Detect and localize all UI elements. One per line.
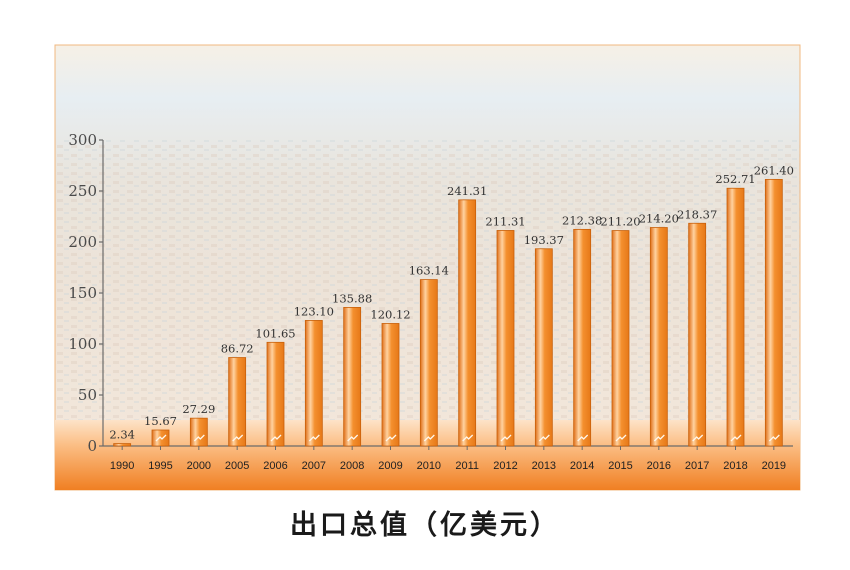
bar-decoration (462, 434, 474, 442)
bar-2011 (458, 199, 477, 447)
y-ticks: 0 50 100 150 200 250 300 (68, 131, 103, 455)
y-tick-label: 300 (68, 131, 97, 149)
value-label-2007: 123.10 (294, 304, 334, 318)
bar-decoration (423, 434, 435, 442)
bar-2005 (228, 357, 247, 447)
x-tick-label-2019: 2019 (762, 460, 786, 472)
value-label-1990: 2.34 (109, 428, 135, 442)
bar-decoration (577, 434, 589, 442)
bar-decoration (500, 434, 512, 442)
bar-decoration (155, 434, 167, 442)
value-label-2006: 101.65 (255, 326, 295, 340)
y-tick-label: 100 (68, 335, 97, 353)
x-tick-label-2000: 2000 (187, 460, 211, 472)
y-tick-label: 200 (68, 233, 97, 251)
value-label-2018: 252.71 (715, 172, 755, 186)
x-tick-label-2018: 2018 (723, 460, 747, 472)
value-label-2014: 212.38 (562, 213, 602, 227)
x-tick-label-2011: 2011 (455, 460, 479, 472)
value-label-2017: 218.37 (677, 207, 717, 221)
x-tick-label-2012: 2012 (493, 460, 517, 472)
x-tick-label-1990: 1990 (110, 460, 134, 472)
x-tick-label-2009: 2009 (378, 460, 402, 472)
bar-decoration (768, 434, 780, 442)
bar-2014 (573, 228, 592, 447)
bar-decoration (193, 434, 205, 442)
y-tick-label: 150 (68, 284, 97, 302)
value-label-2010: 163.14 (409, 264, 449, 278)
x-tick-label-2010: 2010 (417, 460, 441, 472)
bar-2018 (726, 187, 745, 447)
bar-decoration (653, 434, 665, 442)
x-tick-label-2016: 2016 (647, 460, 671, 472)
chart-title: 出口总值（亿美元） (290, 510, 560, 541)
bar-2017 (688, 222, 707, 447)
x-tick-label-2013: 2013 (532, 460, 556, 472)
bar-decoration (270, 434, 282, 442)
bar-1990 (113, 443, 132, 447)
x-tick-label-2007: 2007 (302, 460, 326, 472)
bar-2009 (381, 323, 400, 447)
x-tick-label-2005: 2005 (225, 460, 249, 472)
value-label-2015: 211.20 (600, 215, 640, 229)
bar-decoration (232, 434, 244, 442)
value-label-2011: 241.31 (447, 184, 487, 198)
bar-decoration (692, 434, 704, 442)
x-tick-label-2014: 2014 (570, 460, 594, 472)
bar-2012 (496, 230, 515, 447)
bar-2013 (534, 248, 553, 447)
bar-decoration (347, 434, 359, 442)
bar-2010 (419, 279, 438, 447)
value-label-2008: 135.88 (332, 291, 372, 305)
bar-decoration (615, 434, 627, 442)
bar-decoration (730, 434, 742, 442)
bar-2016 (649, 227, 668, 447)
value-label-2005: 86.72 (221, 342, 254, 356)
y-tick-label: 250 (68, 182, 97, 200)
x-tick-label-2008: 2008 (340, 460, 364, 472)
bars (113, 178, 783, 447)
x-tick-label-2017: 2017 (685, 460, 709, 472)
bar-2006 (266, 341, 285, 447)
value-label-2013: 193.37 (524, 233, 564, 247)
x-tick-label-1995: 1995 (148, 460, 172, 472)
value-label-2012: 211.31 (485, 214, 525, 228)
value-label-2019: 261.40 (754, 163, 794, 177)
bar-2019 (764, 178, 783, 447)
bar-2007 (304, 320, 323, 447)
value-label-2009: 120.12 (370, 307, 410, 321)
y-tick-label: 50 (78, 386, 97, 404)
x-tick-label-2015: 2015 (608, 460, 632, 472)
bar-decoration (538, 434, 550, 442)
bar-2000 (189, 417, 208, 447)
bar-decoration (385, 434, 397, 442)
bar-2008 (343, 307, 362, 447)
value-label-2016: 214.20 (639, 212, 679, 226)
x-tick-label-2006: 2006 (263, 460, 287, 472)
value-label-1995: 15.67 (144, 414, 177, 428)
bar-decoration (308, 434, 320, 442)
value-label-2000: 27.29 (182, 402, 215, 416)
bar-2015 (611, 230, 630, 447)
x-labels: 1990 1995 2000 2005 2006 2007 2008 2009 2010 2011… (110, 446, 786, 472)
y-tick-label: 0 (87, 437, 97, 455)
